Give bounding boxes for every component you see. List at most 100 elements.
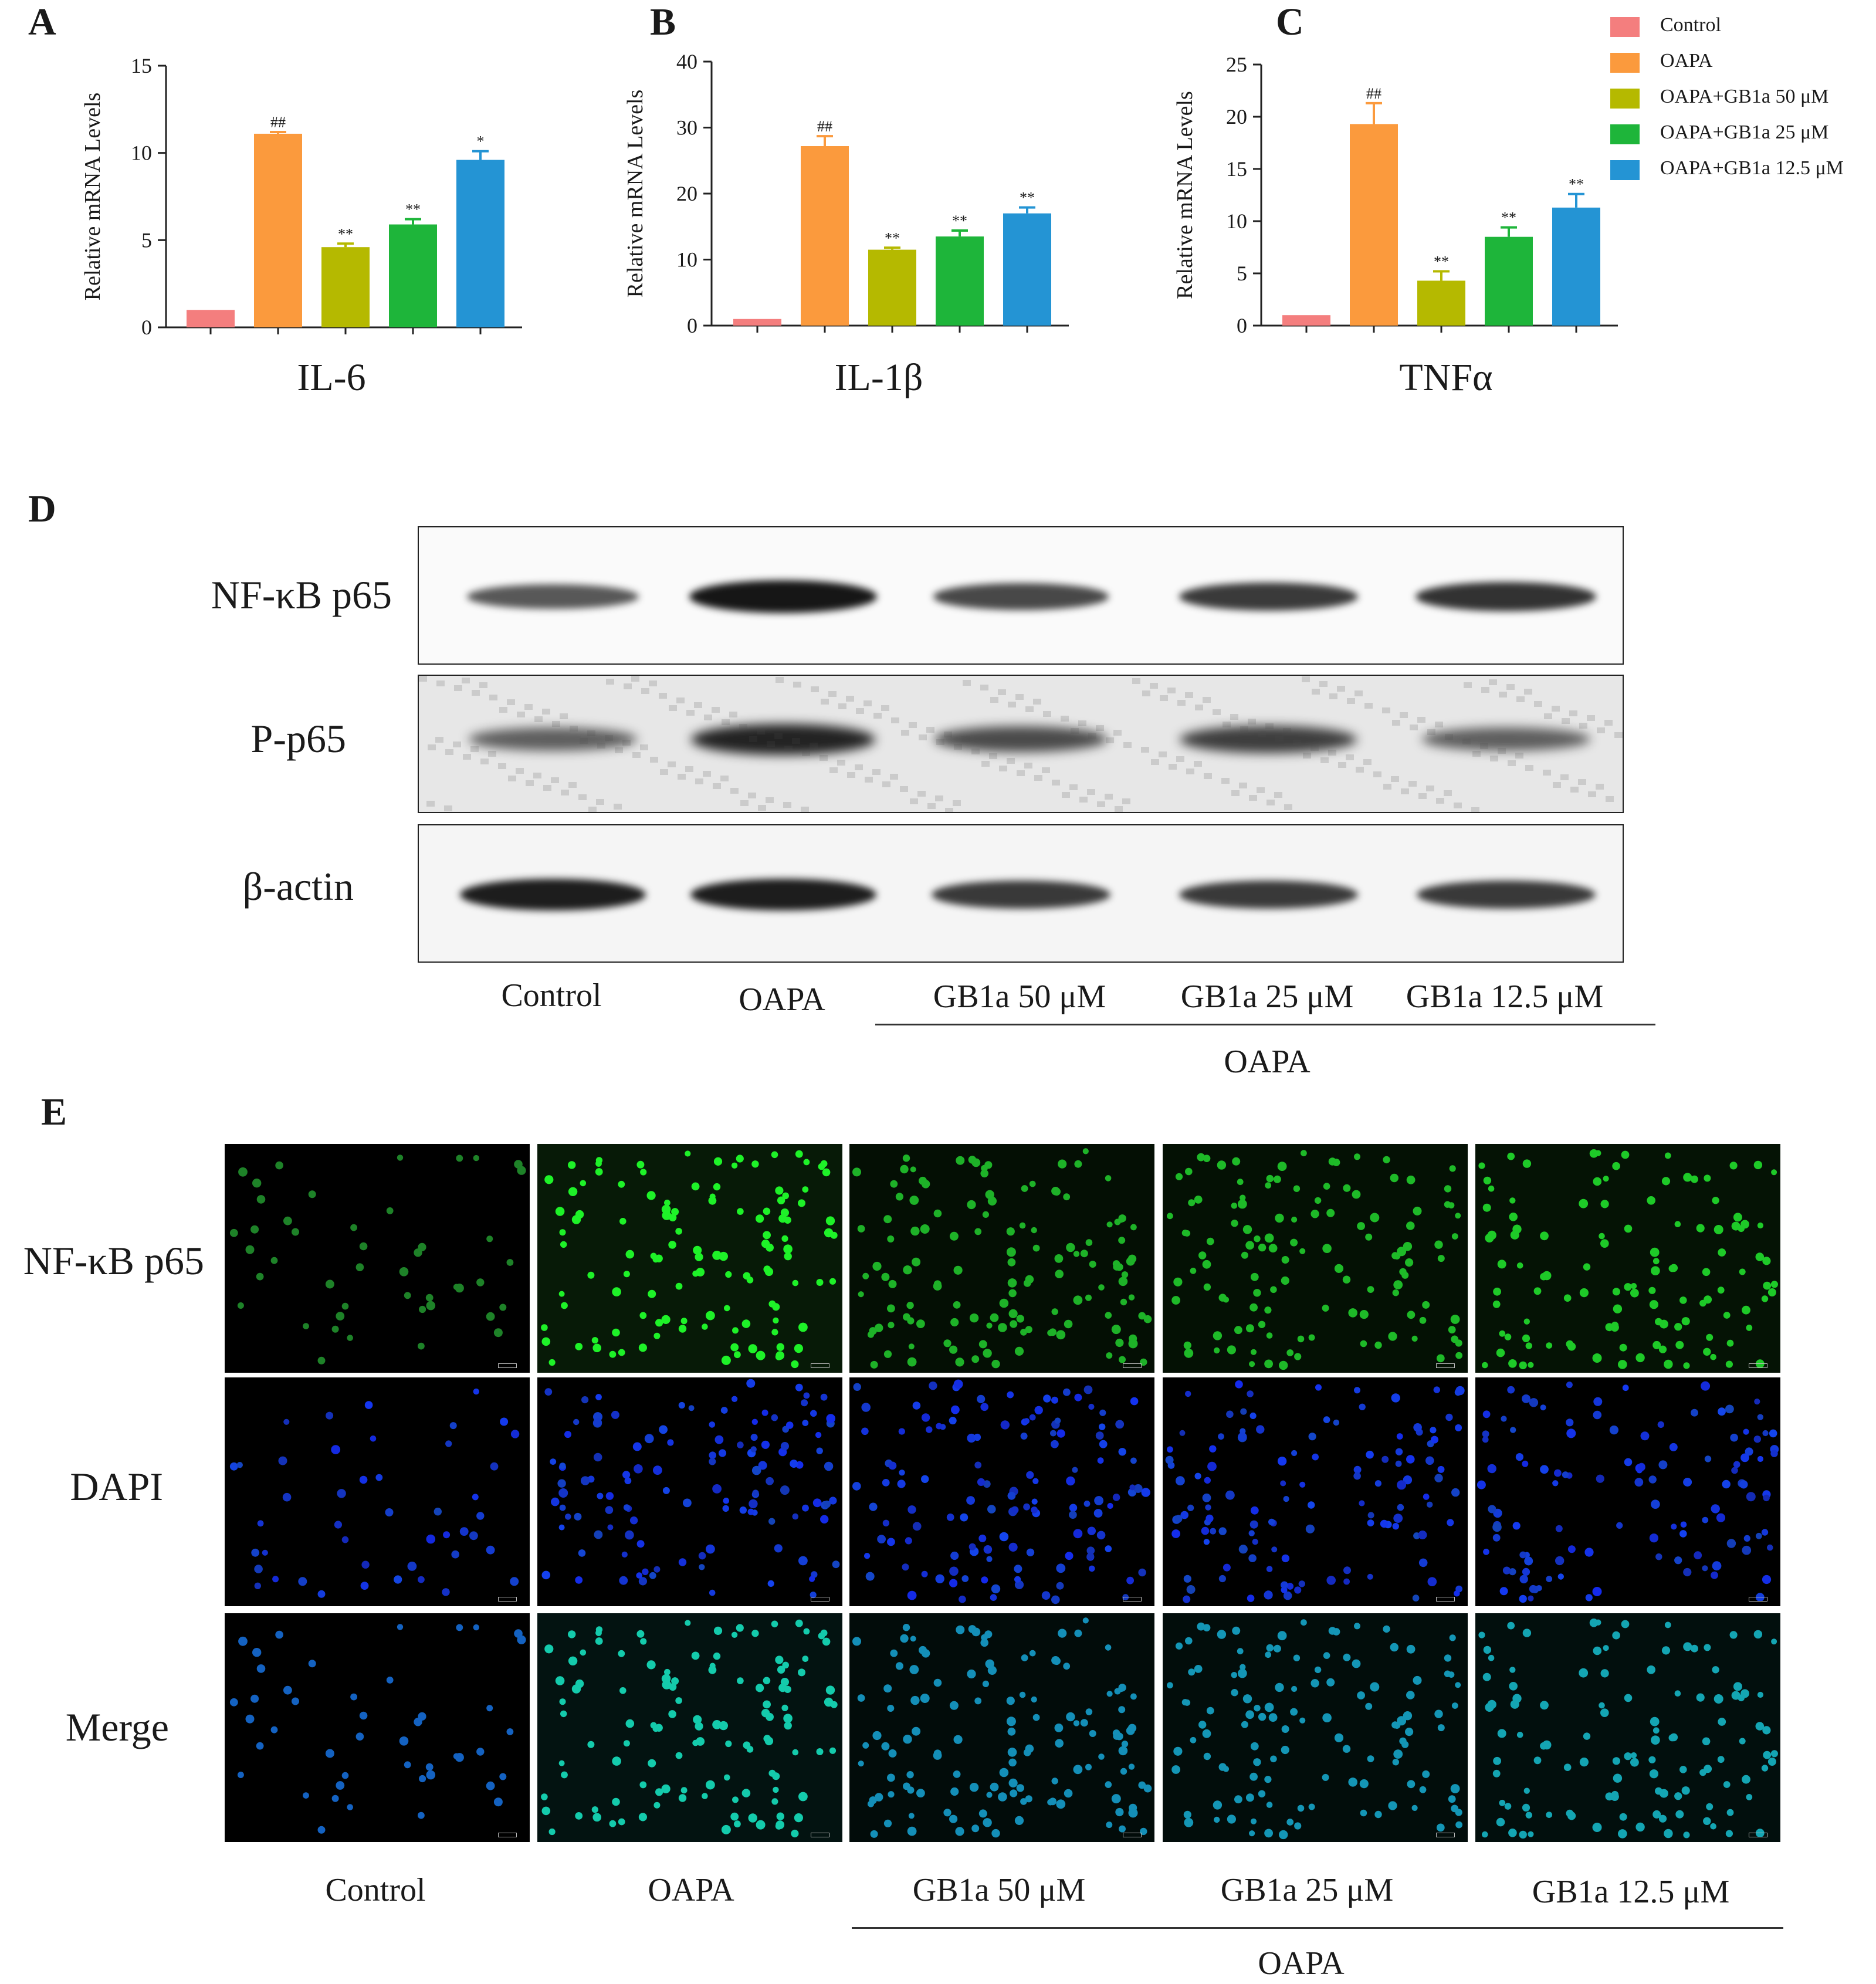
cell-nucleus (331, 1795, 339, 1802)
cell-nucleus (1516, 1732, 1523, 1738)
blot-band (689, 580, 877, 613)
cell-nucleus (331, 1445, 341, 1454)
blot-noise (776, 677, 784, 683)
cell-nucleus (499, 1773, 507, 1780)
cell-nucleus (869, 1502, 878, 1511)
blot-noise (660, 769, 668, 775)
cell-nucleus (713, 1626, 723, 1635)
cell-nucleus (1757, 1455, 1763, 1462)
legend-label: OAPA+GB1a 25 μM (1660, 121, 1829, 143)
cell-nucleus (1718, 1407, 1726, 1416)
cell-nucleus (1726, 1539, 1736, 1548)
cell-nucleus (912, 1401, 921, 1410)
cell-nucleus (1275, 1213, 1284, 1223)
cell-nucleus (881, 1272, 890, 1281)
cell-nucleus (1528, 1831, 1534, 1837)
cell-nucleus (967, 1200, 976, 1210)
cell-nucleus (906, 1302, 914, 1309)
cell-nucleus (1640, 1431, 1650, 1441)
blot-noise (855, 764, 863, 770)
cell-nucleus (1585, 1594, 1593, 1602)
cell-nucleus (955, 1827, 964, 1836)
blot-noise (694, 702, 702, 708)
cell-nucleus (943, 1809, 951, 1817)
blot-noise (1132, 678, 1140, 684)
cell-nucleus (1725, 1830, 1733, 1837)
blot-noise (821, 699, 829, 705)
cell-nucleus (712, 1720, 722, 1729)
cell-nucleus (1034, 1406, 1043, 1415)
cell-nucleus (1661, 1177, 1671, 1186)
cell-nucleus (798, 1322, 808, 1332)
cell-nucleus (978, 1534, 987, 1542)
cell-nucleus (1679, 1530, 1687, 1538)
cell-nucleus (1073, 1529, 1083, 1539)
blot-noise (1410, 724, 1418, 730)
cell-nucleus (237, 1302, 244, 1309)
background-glow (1163, 1613, 1468, 1842)
micro-col-label-gb25: GB1a 25 μM (1220, 1872, 1394, 1908)
cell-nucleus (999, 1532, 1009, 1542)
cell-nucleus (882, 1479, 890, 1487)
cell-nucleus (425, 1294, 434, 1302)
blot-noise (640, 744, 648, 750)
cell-nucleus (1450, 1784, 1460, 1793)
cell-nucleus (768, 1518, 776, 1525)
cell-nucleus (649, 1572, 656, 1579)
cell-nucleus (1478, 1162, 1485, 1169)
cell-nucleus (361, 1560, 370, 1569)
cell-nucleus (612, 1756, 621, 1766)
cell-nucleus (418, 1812, 425, 1819)
cell-nucleus (1249, 1303, 1258, 1312)
micrograph-image (541, 1379, 840, 1599)
cell-nucleus (1054, 1254, 1064, 1263)
cell-nucleus (1592, 1353, 1602, 1363)
cell-nucleus (1488, 1185, 1495, 1192)
cell-nucleus (574, 1512, 582, 1521)
blot-noise (552, 721, 560, 727)
cell-nucleus (950, 1787, 959, 1796)
cell-nucleus (1130, 1457, 1137, 1464)
cell-nucleus (773, 1786, 779, 1793)
cell-nucleus (743, 1741, 751, 1749)
cell-nucleus (714, 1435, 724, 1444)
cell-nucleus (1266, 1802, 1273, 1808)
blot-noise (971, 749, 980, 754)
blot-noise (1167, 688, 1176, 693)
cell-nucleus (1348, 1308, 1357, 1318)
cell-nucleus (1008, 1778, 1018, 1787)
cell-nucleus (881, 1742, 890, 1751)
blot-noise (856, 708, 864, 714)
cell-nucleus (1273, 1644, 1281, 1653)
cell-nucleus (1283, 1591, 1292, 1600)
cell-nucleus (780, 1485, 790, 1495)
cell-nucleus (1761, 1765, 1769, 1772)
cell-nucleus (1232, 1626, 1241, 1635)
cell-nucleus (568, 1656, 578, 1665)
blot-noise (1320, 757, 1329, 763)
cell-nucleus (317, 1356, 326, 1365)
cell-nucleus (709, 1451, 716, 1459)
cell-nucleus (1397, 1716, 1407, 1726)
cell-nucleus (580, 1180, 587, 1187)
cell-nucleus (1245, 1241, 1254, 1250)
cell-nucleus (1714, 1694, 1723, 1704)
cell-nucleus (486, 1705, 493, 1712)
cell-nucleus (652, 1256, 659, 1263)
cell-nucleus (1190, 1267, 1197, 1274)
cell-nucleus (1032, 1244, 1040, 1252)
cell-nucleus (1674, 1792, 1682, 1800)
cell-nucleus (1706, 1803, 1714, 1810)
blot-noise (1614, 732, 1623, 738)
cell-nucleus (1121, 1271, 1129, 1278)
cell-nucleus (1683, 1831, 1690, 1839)
cell-nucleus (653, 1566, 661, 1573)
cell-nucleus (1360, 1809, 1367, 1817)
cell-nucleus (1401, 1271, 1409, 1279)
cell-nucleus (1522, 1159, 1532, 1168)
cell-nucleus (801, 1399, 808, 1407)
cell-nucleus (1051, 1440, 1059, 1448)
cell-nucleus (1006, 1697, 1015, 1705)
cell-nucleus (1691, 1644, 1698, 1653)
cell-nucleus (550, 1458, 557, 1465)
